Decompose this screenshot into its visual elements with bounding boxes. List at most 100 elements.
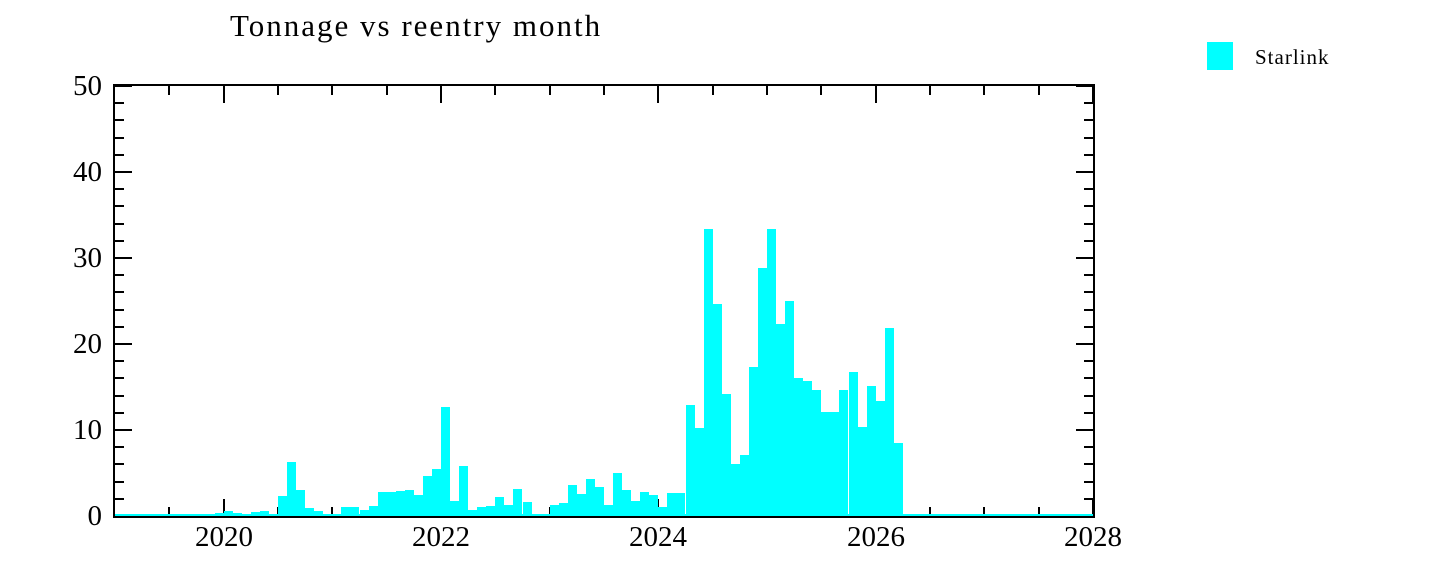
y-major-tick — [115, 343, 132, 345]
histogram-bar — [757, 267, 767, 516]
y-minor-tick — [1084, 188, 1093, 190]
x-major-tick — [1092, 86, 1094, 103]
y-minor-tick — [1084, 240, 1093, 242]
x-minor-tick — [331, 507, 333, 516]
y-minor-tick — [1084, 274, 1093, 276]
y-minor-tick — [1084, 412, 1093, 414]
x-minor-tick — [494, 86, 496, 95]
x-tick-label: 2026 — [847, 521, 905, 553]
x-minor-tick — [712, 86, 714, 95]
y-minor-tick — [1084, 463, 1093, 465]
histogram-bar — [567, 485, 577, 516]
chart-title: Tonnage vs reentry month — [230, 8, 603, 43]
x-minor-tick — [983, 86, 985, 95]
y-minor-tick — [1084, 309, 1093, 311]
x-minor-tick — [1038, 86, 1040, 95]
histogram-bar — [875, 400, 885, 516]
y-minor-tick — [115, 395, 124, 397]
y-minor-tick — [115, 137, 124, 139]
histogram-bar — [857, 427, 867, 516]
histogram-bar — [694, 428, 704, 516]
y-major-tick — [1076, 171, 1093, 173]
legend-swatch-starlink — [1207, 42, 1233, 70]
y-minor-tick — [1084, 154, 1093, 156]
y-minor-tick — [1084, 205, 1093, 207]
y-minor-tick — [1084, 102, 1093, 104]
y-minor-tick — [115, 119, 124, 121]
y-minor-tick — [115, 188, 124, 190]
histogram-bar — [703, 228, 713, 516]
histogram-bar — [495, 497, 505, 516]
histogram-bar — [504, 504, 514, 516]
histogram-bar — [450, 501, 460, 516]
histogram-bar — [622, 490, 632, 516]
histogram-bar — [613, 473, 623, 516]
y-minor-tick — [1084, 137, 1093, 139]
y-minor-tick — [115, 102, 124, 104]
legend-label-starlink: Starlink — [1255, 45, 1330, 69]
histogram-bar — [522, 502, 532, 516]
y-minor-tick — [115, 291, 124, 293]
y-minor-tick — [1084, 377, 1093, 379]
y-minor-tick — [115, 240, 124, 242]
y-minor-tick — [115, 360, 124, 362]
histogram-bar — [830, 411, 840, 516]
histogram-bar — [486, 505, 496, 516]
histogram-bar — [232, 513, 242, 516]
y-tick-label: 40 — [73, 156, 102, 188]
y-major-tick — [115, 171, 132, 173]
histogram-bar — [549, 505, 559, 516]
y-tick-label: 0 — [87, 500, 103, 532]
histogram-bar — [296, 490, 306, 516]
x-minor-tick — [549, 86, 551, 95]
histogram-bar — [676, 492, 686, 516]
y-major-tick — [1076, 429, 1093, 431]
histogram-bar — [468, 510, 478, 516]
plot-area — [113, 84, 1095, 518]
histogram-bar — [278, 496, 288, 516]
x-major-tick — [1092, 499, 1094, 516]
histogram-bar — [214, 513, 224, 516]
y-major-tick — [1076, 257, 1093, 259]
histogram-bar — [658, 507, 668, 516]
y-tick-label: 10 — [73, 414, 102, 446]
y-minor-tick — [115, 412, 124, 414]
y-minor-tick — [1084, 223, 1093, 225]
histogram-bar — [649, 495, 659, 516]
y-minor-tick — [115, 154, 124, 156]
histogram-bar — [821, 411, 831, 516]
y-major-tick — [1076, 343, 1093, 345]
x-minor-tick — [820, 86, 822, 95]
y-major-tick — [1076, 515, 1093, 517]
histogram-bar — [558, 503, 568, 516]
histogram-bar — [477, 507, 487, 516]
y-major-tick — [1076, 85, 1093, 87]
y-minor-tick — [115, 463, 124, 465]
y-minor-tick — [1084, 498, 1093, 500]
histogram-bar — [776, 324, 786, 516]
x-minor-tick — [766, 86, 768, 95]
x-minor-tick — [929, 86, 931, 95]
histogram-bar — [314, 510, 324, 516]
x-major-tick — [223, 499, 225, 516]
histogram-bar — [812, 389, 822, 516]
histogram-bar — [866, 386, 876, 516]
y-minor-tick — [115, 223, 124, 225]
histogram-bar — [667, 492, 677, 516]
histogram-bar — [839, 389, 849, 516]
y-minor-tick — [115, 446, 124, 448]
y-minor-tick — [115, 326, 124, 328]
histogram-bar — [513, 488, 523, 516]
y-minor-tick — [115, 481, 124, 483]
histogram-bar — [341, 507, 351, 516]
x-major-tick — [875, 86, 877, 103]
histogram-bar — [431, 468, 441, 516]
y-tick-label: 20 — [73, 328, 102, 360]
histogram-bar — [712, 303, 722, 516]
y-minor-tick — [1084, 119, 1093, 121]
x-major-tick — [657, 86, 659, 103]
histogram-bar — [594, 486, 604, 516]
y-major-tick — [115, 257, 132, 259]
x-minor-tick — [386, 86, 388, 95]
